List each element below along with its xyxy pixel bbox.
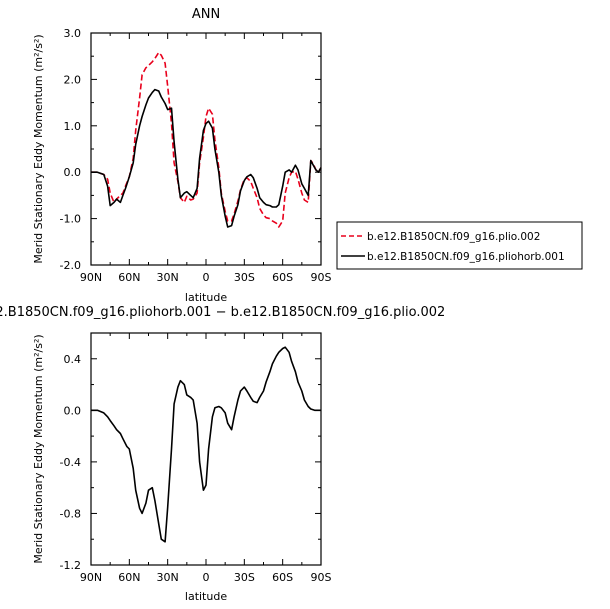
legend-box xyxy=(336,221,583,270)
chart-title: ANN xyxy=(192,7,220,22)
y-axis-label: Merid Stationary Eddy Momentum (m²/s²) xyxy=(32,334,45,563)
x-tick-label: 0 xyxy=(203,271,210,284)
x-tick-label: 0 xyxy=(203,571,210,584)
x-tick-label: 90S xyxy=(311,571,332,584)
y-tick-label: -0.4 xyxy=(60,456,81,469)
x-tick-label: 90S xyxy=(311,271,332,284)
x-tick-label: 60S xyxy=(272,571,293,584)
y-tick-label: 0.0 xyxy=(64,404,82,417)
x-tick-label: 30S xyxy=(234,571,255,584)
y-tick-label: 3.0 xyxy=(64,27,82,40)
y-tick-label: -1.2 xyxy=(60,559,81,572)
x-axis-label: latitude xyxy=(185,590,227,603)
x-tick-label: 60N xyxy=(118,571,140,584)
series-line-2 xyxy=(91,88,322,228)
x-tick-label: 90N xyxy=(80,571,102,584)
x-tick-label: 60N xyxy=(118,271,140,284)
y-tick-label: 2.0 xyxy=(64,73,82,86)
x-tick-label: 30N xyxy=(157,271,179,284)
y-tick-label: -0.8 xyxy=(60,507,81,520)
series-line-1 xyxy=(91,51,322,228)
y-tick-label: -2.0 xyxy=(60,259,81,272)
series-line-1 xyxy=(91,346,321,543)
y-tick-label: 1.0 xyxy=(64,120,82,133)
plot-frame xyxy=(90,332,322,566)
y-tick-label: 0.4 xyxy=(64,353,82,366)
x-tick-label: 60S xyxy=(272,271,293,284)
y-tick-label: -1.0 xyxy=(60,213,81,226)
x-tick-label: 30S xyxy=(234,271,255,284)
legend-label-2: b.e12.B1850CN.f09_g16.pliohorb.001 xyxy=(367,251,565,263)
y-tick-label: 0.0 xyxy=(64,166,82,179)
y-axis-label: Merid Stationary Eddy Momentum (m²/s²) xyxy=(32,34,45,263)
x-tick-label: 30N xyxy=(157,571,179,584)
legend-label-1: b.e12.B1850CN.f09_g16.plio.002 xyxy=(367,231,540,243)
plot-frame xyxy=(90,32,322,266)
chart-title: b.e12.B1850CN.f09_g16.pliohorb.001 − b.e… xyxy=(0,305,445,320)
x-axis-label: latitude xyxy=(185,291,227,304)
x-tick-label: 90N xyxy=(80,271,102,284)
